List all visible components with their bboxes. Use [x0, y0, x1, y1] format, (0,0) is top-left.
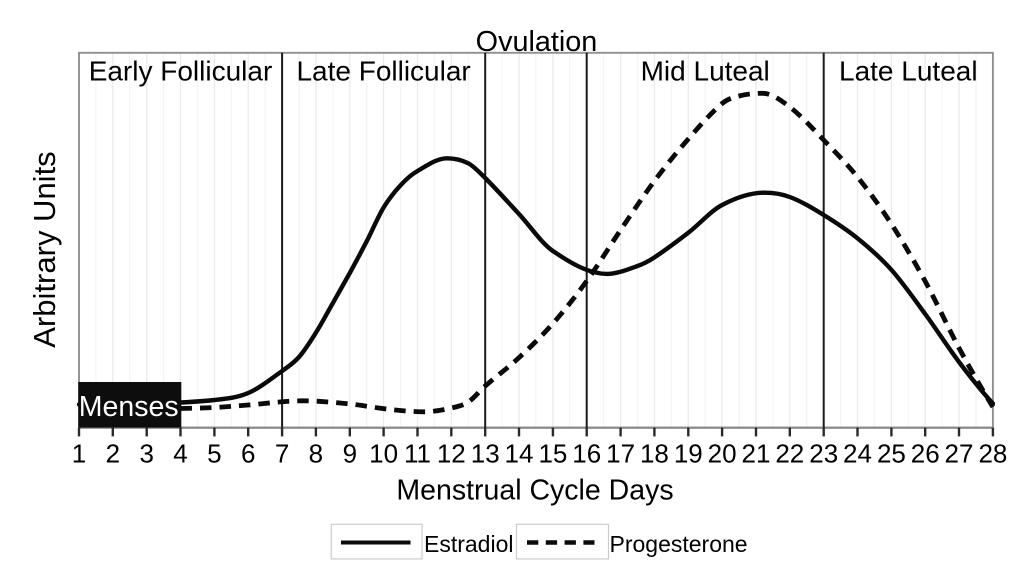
svg-text:Estradiol: Estradiol: [424, 531, 513, 557]
svg-text:15: 15: [538, 439, 567, 469]
svg-text:4: 4: [173, 439, 187, 469]
svg-text:Late Follicular: Late Follicular: [296, 55, 470, 86]
svg-text:2: 2: [106, 439, 120, 469]
svg-text:21: 21: [742, 439, 771, 469]
svg-text:25: 25: [877, 439, 906, 469]
svg-text:Menstrual Cycle Days: Menstrual Cycle Days: [396, 475, 673, 507]
svg-text:12: 12: [437, 439, 466, 469]
svg-text:19: 19: [674, 439, 703, 469]
svg-text:22: 22: [775, 439, 804, 469]
svg-text:20: 20: [708, 439, 737, 469]
svg-text:28: 28: [978, 439, 1007, 469]
svg-text:17: 17: [606, 439, 635, 469]
svg-text:26: 26: [911, 439, 940, 469]
svg-text:Menses: Menses: [79, 391, 179, 423]
svg-text:23: 23: [809, 439, 838, 469]
svg-text:24: 24: [843, 439, 872, 469]
svg-text:3: 3: [139, 439, 153, 469]
svg-text:Ovulation: Ovulation: [476, 26, 598, 58]
svg-text:9: 9: [343, 439, 357, 469]
svg-text:Mid Luteal: Mid Luteal: [641, 55, 770, 86]
svg-text:1: 1: [72, 439, 86, 469]
svg-text:Early Follicular: Early Follicular: [89, 55, 273, 86]
svg-text:Late Luteal: Late Luteal: [839, 55, 978, 86]
svg-text:27: 27: [945, 439, 974, 469]
svg-text:7: 7: [275, 439, 289, 469]
svg-text:11: 11: [404, 439, 431, 469]
svg-text:8: 8: [309, 439, 323, 469]
svg-text:10: 10: [369, 439, 398, 469]
svg-text:Arbitrary Units: Arbitrary Units: [27, 151, 62, 347]
svg-text:13: 13: [471, 439, 500, 469]
svg-text:6: 6: [241, 439, 255, 469]
svg-text:16: 16: [572, 439, 601, 469]
svg-text:14: 14: [505, 439, 534, 469]
svg-text:Progesterone: Progesterone: [610, 531, 748, 557]
svg-text:5: 5: [207, 439, 221, 469]
svg-text:18: 18: [640, 439, 669, 469]
